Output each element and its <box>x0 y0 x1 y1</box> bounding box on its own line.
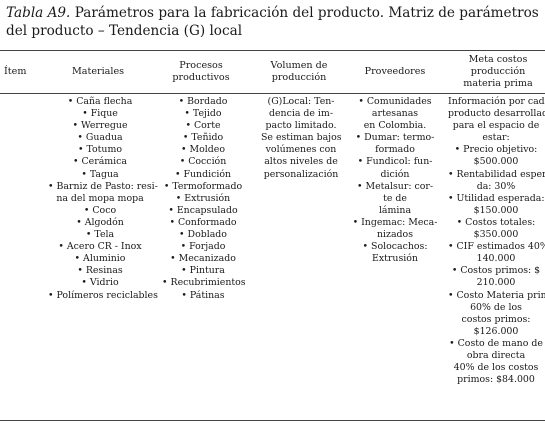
meta-line: $500.000 <box>473 156 519 168</box>
proceso-item: • Pátinas <box>181 289 225 301</box>
material-item: • Coco <box>83 204 117 216</box>
meta-costos-list: Información por cada producto desarrollad… <box>448 96 545 386</box>
volumen-line: volúmenes con <box>265 144 337 156</box>
header-procesos: Procesos productivos <box>172 60 230 83</box>
material-item: • Guadua <box>77 132 123 144</box>
meta-line: costos primos: <box>461 313 531 325</box>
proceso-item: • Bordado <box>178 96 228 107</box>
volumen-line: pacto limitado. <box>265 120 337 132</box>
proveedor-line: te de <box>383 192 407 204</box>
header-item: Ítem <box>4 66 27 77</box>
meta-line: 140.000 <box>476 253 516 265</box>
volumen-line: (G)Local: Ten- <box>267 96 335 107</box>
meta-line: obra directa <box>466 349 526 361</box>
meta-line: primos: $84.000 <box>457 374 535 386</box>
meta-line: $150.000 <box>473 204 519 216</box>
volumen-line: Se estiman bajos <box>261 132 342 144</box>
meta-line: • Utilidad esperada: <box>448 192 545 204</box>
caption-line-1: Tabla A9. Parámetros para la fabricación… <box>6 4 542 22</box>
material-item: • Cerámica <box>72 156 128 168</box>
proveedor-line: en Colombia. <box>363 120 427 132</box>
proveedor-line: • Solocachos: <box>362 241 428 253</box>
material-item: • Werregue <box>72 120 128 132</box>
proceso-item: • Tejido <box>184 108 222 120</box>
header-meta: Meta costos producción materia prima <box>463 54 533 89</box>
material-item: • Acero CR - Inox <box>58 241 142 253</box>
materiales-list: • Caña flecha • Fique • Werregue • Guadua • … <box>48 96 158 302</box>
material-item: • Algodón <box>76 216 124 228</box>
proceso-item: • Teñido <box>182 132 224 144</box>
proceso-item: • Fundición <box>174 168 232 180</box>
meta-line: para el espacio de <box>452 120 540 132</box>
meta-line: • Rentabilidad espera- <box>448 168 545 180</box>
proveedores-list: • Comunidades artesanas en Colombia. • Duma… <box>350 96 440 265</box>
material-item: • Caña flecha <box>67 96 133 107</box>
material-item: • Aluminio <box>74 253 126 265</box>
table-bottom-rule <box>0 420 545 421</box>
proveedor-line: Extrusión <box>372 253 418 265</box>
meta-line: 210.000 <box>476 277 516 289</box>
proveedor-line: nizados <box>376 229 414 241</box>
material-item: • Tela <box>85 229 115 241</box>
meta-line: $126.000 <box>473 325 519 337</box>
material-item: • Polímeros reciclables <box>48 289 158 301</box>
material-item: • Barniz de Pasto: resi- <box>48 180 158 192</box>
material-item: • Totumo <box>77 144 123 156</box>
table-caption: Tabla A9. Parámetros para la fabricación… <box>6 4 542 40</box>
meta-line: • Costos primos: $ <box>451 265 541 277</box>
proveedor-line: • Ingemac: Meca- <box>352 216 438 228</box>
meta-line: 40% de los costos <box>453 362 539 374</box>
proveedor-line: dición <box>380 168 410 180</box>
proveedor-line: • Dumar: termo- <box>355 132 435 144</box>
material-item: na del mopa mopa <box>56 192 144 204</box>
table-top-rule <box>0 50 545 51</box>
proceso-item: • Cocción <box>179 156 227 168</box>
material-item: • Tagua <box>81 168 119 180</box>
caption-label: Tabla A9. <box>6 5 71 21</box>
header-bottom-rule <box>0 93 545 94</box>
proceso-item: • Pintura <box>181 265 225 277</box>
proveedor-line: formado <box>375 144 415 156</box>
meta-line: • Costo de mano de <box>449 337 543 349</box>
proceso-item: • Mecanizado <box>170 253 236 265</box>
proveedor-line: • Fundicol: fun- <box>357 156 433 168</box>
volumen-text: (G)Local: Ten-dencia de im-pacto limitad… <box>261 96 342 181</box>
meta-line: da: 30% <box>476 180 516 192</box>
caption-line-2: del producto – Tendencia (G) local <box>6 23 243 39</box>
volumen-line: altos niveles de <box>264 156 338 168</box>
meta-line: • CIF estimados 40%: <box>448 241 545 253</box>
proceso-item: • Recubrimientos <box>162 277 246 289</box>
proceso-item: • Corte <box>185 120 221 132</box>
meta-line: producto desarrollado <box>448 108 545 120</box>
proceso-item: • Forjado <box>180 241 226 253</box>
proveedor-line: artesanas <box>371 108 419 120</box>
meta-line: • Costo Materia prima <box>448 289 545 301</box>
material-item: • Fique <box>82 108 118 120</box>
material-item: • Vidrio <box>81 277 119 289</box>
meta-line: 60% de los <box>470 301 522 313</box>
header-proveedores: Proveedores <box>364 66 426 77</box>
header-materiales: Materiales <box>71 66 125 77</box>
proceso-item: • Extrusión <box>175 192 231 204</box>
volumen-line: dencia de im- <box>269 108 333 120</box>
caption-text-1: Parámetros para la fabricación del produ… <box>74 5 542 21</box>
meta-line: $350.000 <box>473 229 519 241</box>
header-volumen: Volumen de producción <box>270 60 328 83</box>
volumen-line: personalización <box>263 168 339 180</box>
proceso-item: • Termoformado <box>163 180 243 192</box>
meta-line: • Precio objetivo: <box>454 144 538 156</box>
material-item: • Resinas <box>77 265 123 277</box>
proceso-item: • Doblado <box>179 229 227 241</box>
meta-line: • Costos totales: <box>456 216 536 228</box>
proveedor-line: • Comunidades <box>358 96 432 107</box>
proceso-item: • Moldeo <box>181 144 225 156</box>
meta-line: Información por cada <box>448 96 545 107</box>
proceso-item: • Conformado <box>169 216 237 228</box>
proceso-item: • Encapsulado <box>168 204 238 216</box>
proveedor-line: • Metalsur: cor- <box>356 180 434 192</box>
meta-line: estar: <box>482 132 510 144</box>
procesos-list: • Bordado • Tejido • Corte • Teñido • Moldeo… <box>162 96 246 302</box>
proveedor-line: lámina <box>378 204 412 216</box>
